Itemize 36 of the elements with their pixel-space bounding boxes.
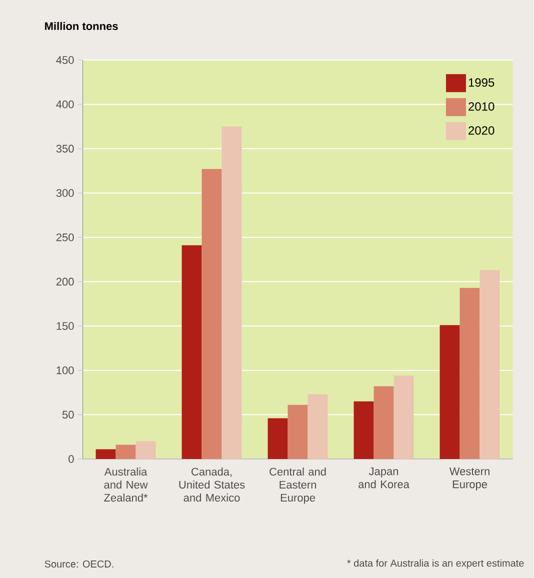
bar bbox=[268, 418, 288, 459]
bar bbox=[288, 404, 308, 459]
y-tick-label: 450 bbox=[56, 56, 74, 64]
bar bbox=[136, 441, 156, 459]
y-tick-label: 200 bbox=[56, 278, 74, 286]
y-tick-label: 50 bbox=[62, 410, 74, 419]
x-tick-label: Japan and Korea bbox=[358, 468, 410, 488]
y-tick-label: 100 bbox=[56, 366, 74, 374]
y-tick-label: 350 bbox=[56, 144, 74, 153]
y-tick-label: 400 bbox=[56, 100, 74, 108]
x-tick-label: Canada, United States and Mexico bbox=[179, 468, 245, 502]
bar bbox=[308, 394, 328, 459]
source-note: Source: OECD. bbox=[44, 560, 114, 568]
bar bbox=[374, 386, 394, 459]
legend-label: 1995 bbox=[468, 78, 494, 87]
y-axis-title: Million tonnes bbox=[45, 22, 118, 30]
x-tick-label: Western Europe bbox=[450, 468, 490, 490]
bar bbox=[394, 376, 414, 459]
bar bbox=[460, 288, 480, 459]
bar bbox=[222, 126, 242, 459]
y-tick-label: 150 bbox=[56, 322, 74, 330]
bar bbox=[182, 245, 202, 459]
y-tick-label: 250 bbox=[56, 233, 74, 242]
bar bbox=[354, 401, 374, 459]
legend-label: 2010 bbox=[468, 102, 494, 111]
text: * data for Australia is an expert estimate bbox=[347, 559, 524, 569]
y-tick-label: 0 bbox=[68, 455, 74, 463]
bar bbox=[440, 325, 460, 459]
x-tick-label: Central and Eastern Europe bbox=[270, 468, 326, 504]
bar bbox=[202, 169, 222, 459]
legend-label: 2020 bbox=[468, 126, 494, 135]
bar bbox=[96, 449, 116, 459]
y-tick-label: 300 bbox=[56, 189, 74, 197]
bar bbox=[480, 270, 500, 459]
x-tick-label: Australia and New Zealand* bbox=[104, 468, 148, 502]
bar bbox=[116, 444, 136, 459]
